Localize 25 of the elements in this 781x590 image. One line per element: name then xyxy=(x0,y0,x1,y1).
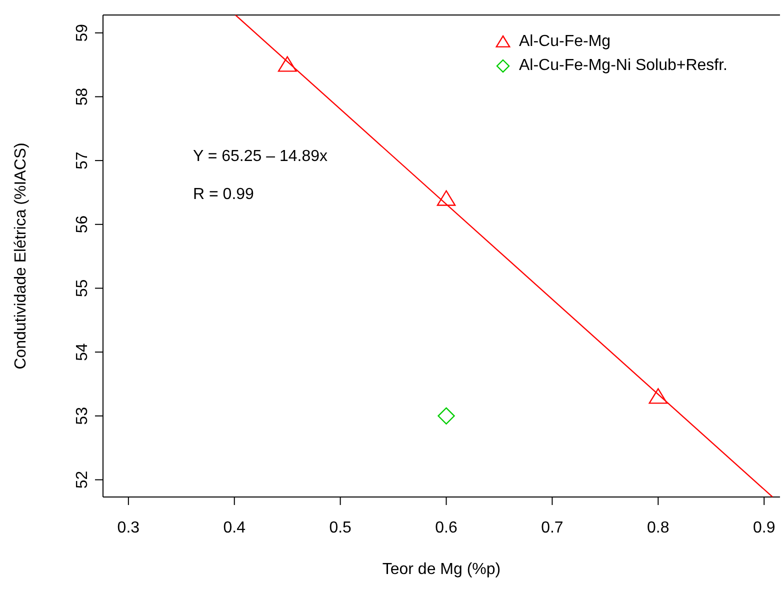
y-tick-label: 56 xyxy=(74,215,91,234)
point xyxy=(648,388,668,404)
y-tick-label: 54 xyxy=(74,343,91,361)
y-tick-label: 59 xyxy=(74,24,91,42)
x-tick-label: 0.6 xyxy=(435,519,458,536)
legend-label: Al-Cu-Fe-Mg-Ni Solub+Resfr. xyxy=(519,56,728,76)
y-tick-label: 57 xyxy=(74,152,91,170)
x-tick-label: 0.7 xyxy=(541,519,564,536)
x-tick-label: 0.5 xyxy=(329,519,352,536)
point xyxy=(438,407,455,425)
annotation: Y = 65.25 – 14.89x xyxy=(193,148,328,166)
legend-label: Al-Cu-Fe-Mg xyxy=(519,32,611,52)
x-tick-label: 0.3 xyxy=(117,519,140,536)
y-axis-title: Condutividade Elétrica (%IACS) xyxy=(12,142,30,370)
y-tick-label: 58 xyxy=(74,88,91,106)
y-tick-label: 53 xyxy=(74,406,91,425)
x-axis-title: Teor de Mg (%p) xyxy=(382,561,501,578)
point xyxy=(278,56,297,72)
point xyxy=(436,190,456,206)
annotation: R = 0.99 xyxy=(193,186,254,204)
x-tick-label: 0.9 xyxy=(752,519,776,536)
x-tick-label: 0.8 xyxy=(647,519,670,536)
x-tick-label: 0.4 xyxy=(223,519,246,536)
y-tick-label: 52 xyxy=(74,470,91,489)
y-tick-label: 55 xyxy=(74,279,91,298)
